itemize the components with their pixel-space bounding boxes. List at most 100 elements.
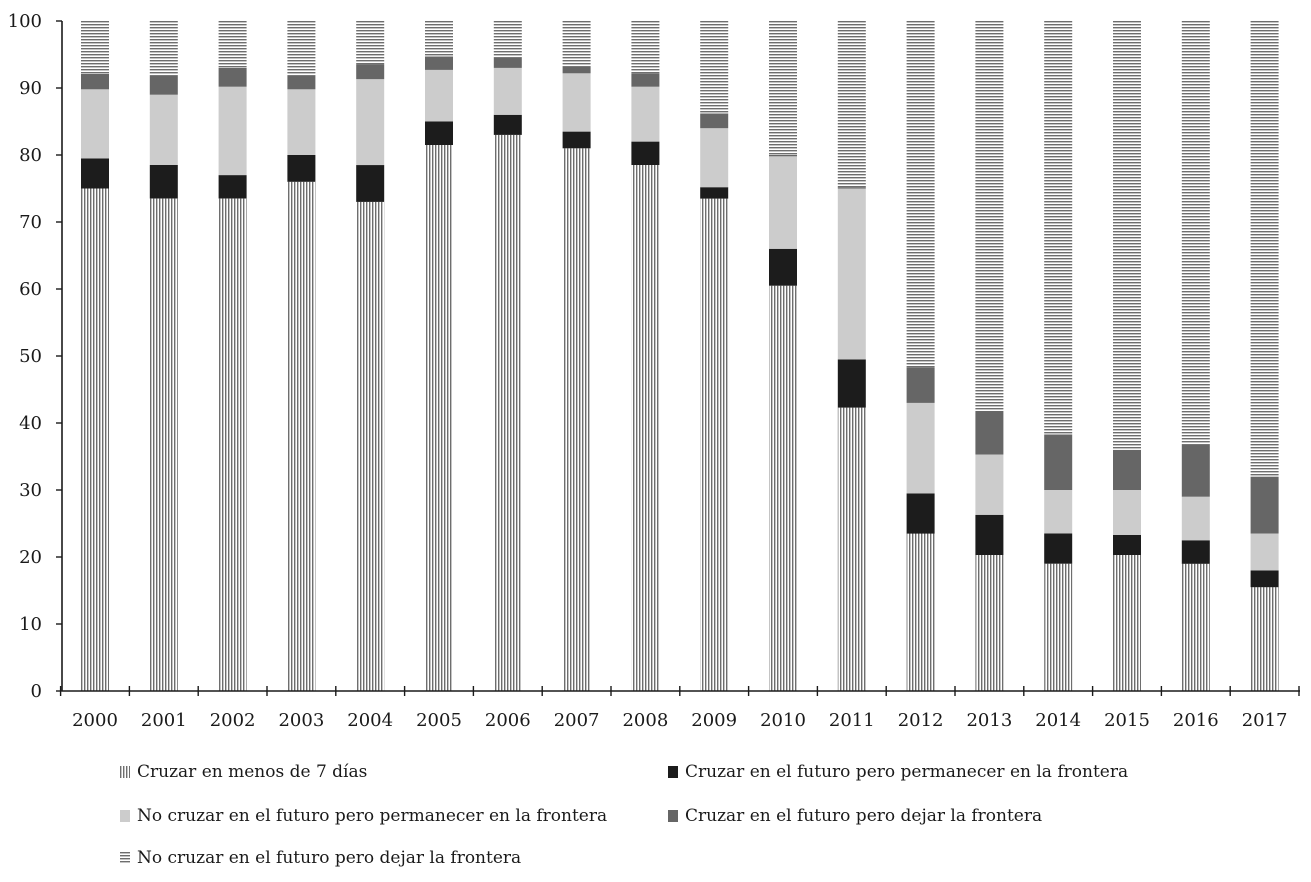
bar-segment-2006-s3	[493, 57, 522, 68]
bar-segment-2016-s1	[1181, 540, 1210, 564]
bar-segment-2014-s1	[1044, 533, 1073, 564]
x-tick-label: 2016	[1173, 710, 1219, 731]
bar-segment-2003-s3	[287, 75, 316, 90]
bar-segment-2000-s1	[81, 158, 109, 189]
bar-segment-2001-s0	[149, 198, 178, 691]
bar-segment-2016-s0	[1181, 563, 1210, 691]
bar-segment-2006-s4	[493, 21, 522, 58]
bar-segment-2007-s3	[562, 66, 591, 74]
bar-segment-2000-s4	[81, 21, 109, 74]
bar-segment-2017-s1	[1250, 570, 1279, 588]
bar-segment-2013-s0	[975, 555, 1004, 691]
bar-segment-2005-s0	[425, 145, 453, 691]
bar-segment-2012-s2	[906, 402, 935, 494]
y-tick-label: 10	[19, 614, 42, 635]
y-tick-label: 80	[19, 145, 42, 166]
bar-segment-2016-s3	[1181, 444, 1210, 497]
y-tick-label: 100	[8, 11, 42, 32]
x-tick-label: 2010	[760, 710, 806, 731]
bar-segment-2011-s0	[837, 407, 866, 691]
bar-segment-2008-s4	[631, 21, 660, 74]
bar-segment-2003-s1	[287, 155, 316, 182]
bar-segment-2000-s0	[81, 188, 109, 691]
bar-segment-2003-s2	[287, 89, 316, 155]
bar-segment-2010-s1	[769, 248, 797, 286]
y-tick-label: 40	[19, 413, 42, 434]
bar-segment-2011-s4	[837, 21, 866, 188]
bar-segment-2015-s4	[1113, 21, 1141, 450]
bar-segment-2014-s3	[1044, 434, 1073, 490]
x-tick-label: 2017	[1242, 710, 1288, 731]
bar-segment-2008-s2	[631, 86, 660, 142]
y-tick-label: 60	[19, 279, 42, 300]
bar-segment-2001-s1	[149, 165, 178, 199]
bar-segment-2008-s1	[631, 141, 660, 165]
y-tick-label: 50	[19, 346, 42, 367]
y-tick-label: 90	[19, 78, 42, 99]
x-tick-label: 2007	[554, 710, 600, 731]
bar-segment-2007-s0	[562, 148, 591, 692]
bar-segment-2011-s1	[837, 359, 866, 408]
bar-segment-2004-s2	[356, 79, 385, 166]
bar-segment-2017-s3	[1250, 476, 1279, 534]
bar-segment-2005-s1	[425, 121, 453, 145]
bar-segment-2010-s0	[769, 285, 797, 691]
y-tick-label: 70	[19, 212, 42, 233]
bar-segment-2009-s0	[700, 198, 729, 691]
bar-segment-2002-s0	[218, 198, 247, 691]
x-tick-label: 2004	[347, 710, 393, 731]
bar-segment-2004-s0	[356, 201, 385, 691]
bar-segment-2012-s1	[906, 493, 935, 534]
x-tick-label: 2003	[278, 710, 324, 731]
bar-segment-2006-s1	[493, 114, 522, 135]
bar-segment-2000-s2	[81, 89, 109, 159]
x-tick-label: 2005	[416, 710, 462, 731]
x-tick-label: 2009	[691, 710, 737, 731]
bar-segment-2017-s4	[1250, 21, 1279, 477]
bar-segment-2008-s0	[631, 165, 660, 691]
bar-segment-2001-s4	[149, 21, 178, 76]
bar-segment-2003-s0	[287, 181, 316, 692]
x-tick-label: 2001	[141, 710, 187, 731]
bar-segment-2015-s2	[1113, 490, 1141, 535]
axes: 0 10 20 30 40 50 60 70 80 90 100 2000 2001 2002 2003 20…	[8, 11, 1300, 731]
bar-segment-2002-s3	[218, 67, 247, 87]
bar-segment-2016-s2	[1181, 496, 1210, 541]
bar-segment-2009-s4	[700, 21, 729, 114]
bar-segment-2017-s0	[1250, 587, 1279, 691]
x-tick-label: 2015	[1104, 710, 1150, 731]
bar-segment-2001-s3	[149, 75, 178, 95]
y-tick-label: 0	[31, 681, 42, 702]
bar-segment-2009-s1	[700, 187, 729, 199]
y-tick-label: 20	[19, 547, 42, 568]
bar-segment-2013-s1	[975, 514, 1004, 555]
bar-segment-2010-s3	[769, 155, 797, 157]
x-tick-label: 2008	[622, 710, 668, 731]
x-tick-label: 2006	[485, 710, 531, 731]
bar-segment-2013-s4	[975, 21, 1004, 411]
bar-segment-2000-s3	[81, 73, 109, 90]
x-tick-label: 2012	[898, 710, 944, 731]
x-tick-label: 2011	[829, 710, 875, 731]
bar-segment-2005-s3	[425, 56, 453, 70]
x-tick-label: 2014	[1035, 710, 1081, 731]
bar-segment-2007-s2	[562, 73, 591, 132]
bar-segment-2003-s4	[287, 21, 316, 76]
bar-segment-2004-s3	[356, 64, 385, 80]
bar-segment-2007-s4	[562, 21, 591, 67]
bar-segment-2012-s3	[906, 367, 935, 403]
bar-segment-2012-s4	[906, 21, 935, 368]
bar-segment-2002-s1	[218, 175, 247, 199]
bar-segment-2013-s3	[975, 410, 1004, 455]
bar-segment-2006-s0	[493, 134, 522, 691]
bar-segment-2009-s2	[700, 128, 729, 188]
bar-segment-2004-s4	[356, 21, 385, 65]
bar-segment-2004-s1	[356, 165, 385, 202]
bar-segment-2009-s3	[700, 113, 729, 129]
bar-segment-2007-s1	[562, 131, 591, 149]
bar-segment-2017-s2	[1250, 533, 1279, 571]
bar-segment-2005-s4	[425, 21, 453, 57]
bar-segment-2015-s0	[1113, 555, 1141, 691]
bar-segment-2016-s4	[1181, 21, 1210, 445]
bar-segment-2005-s2	[425, 69, 453, 122]
